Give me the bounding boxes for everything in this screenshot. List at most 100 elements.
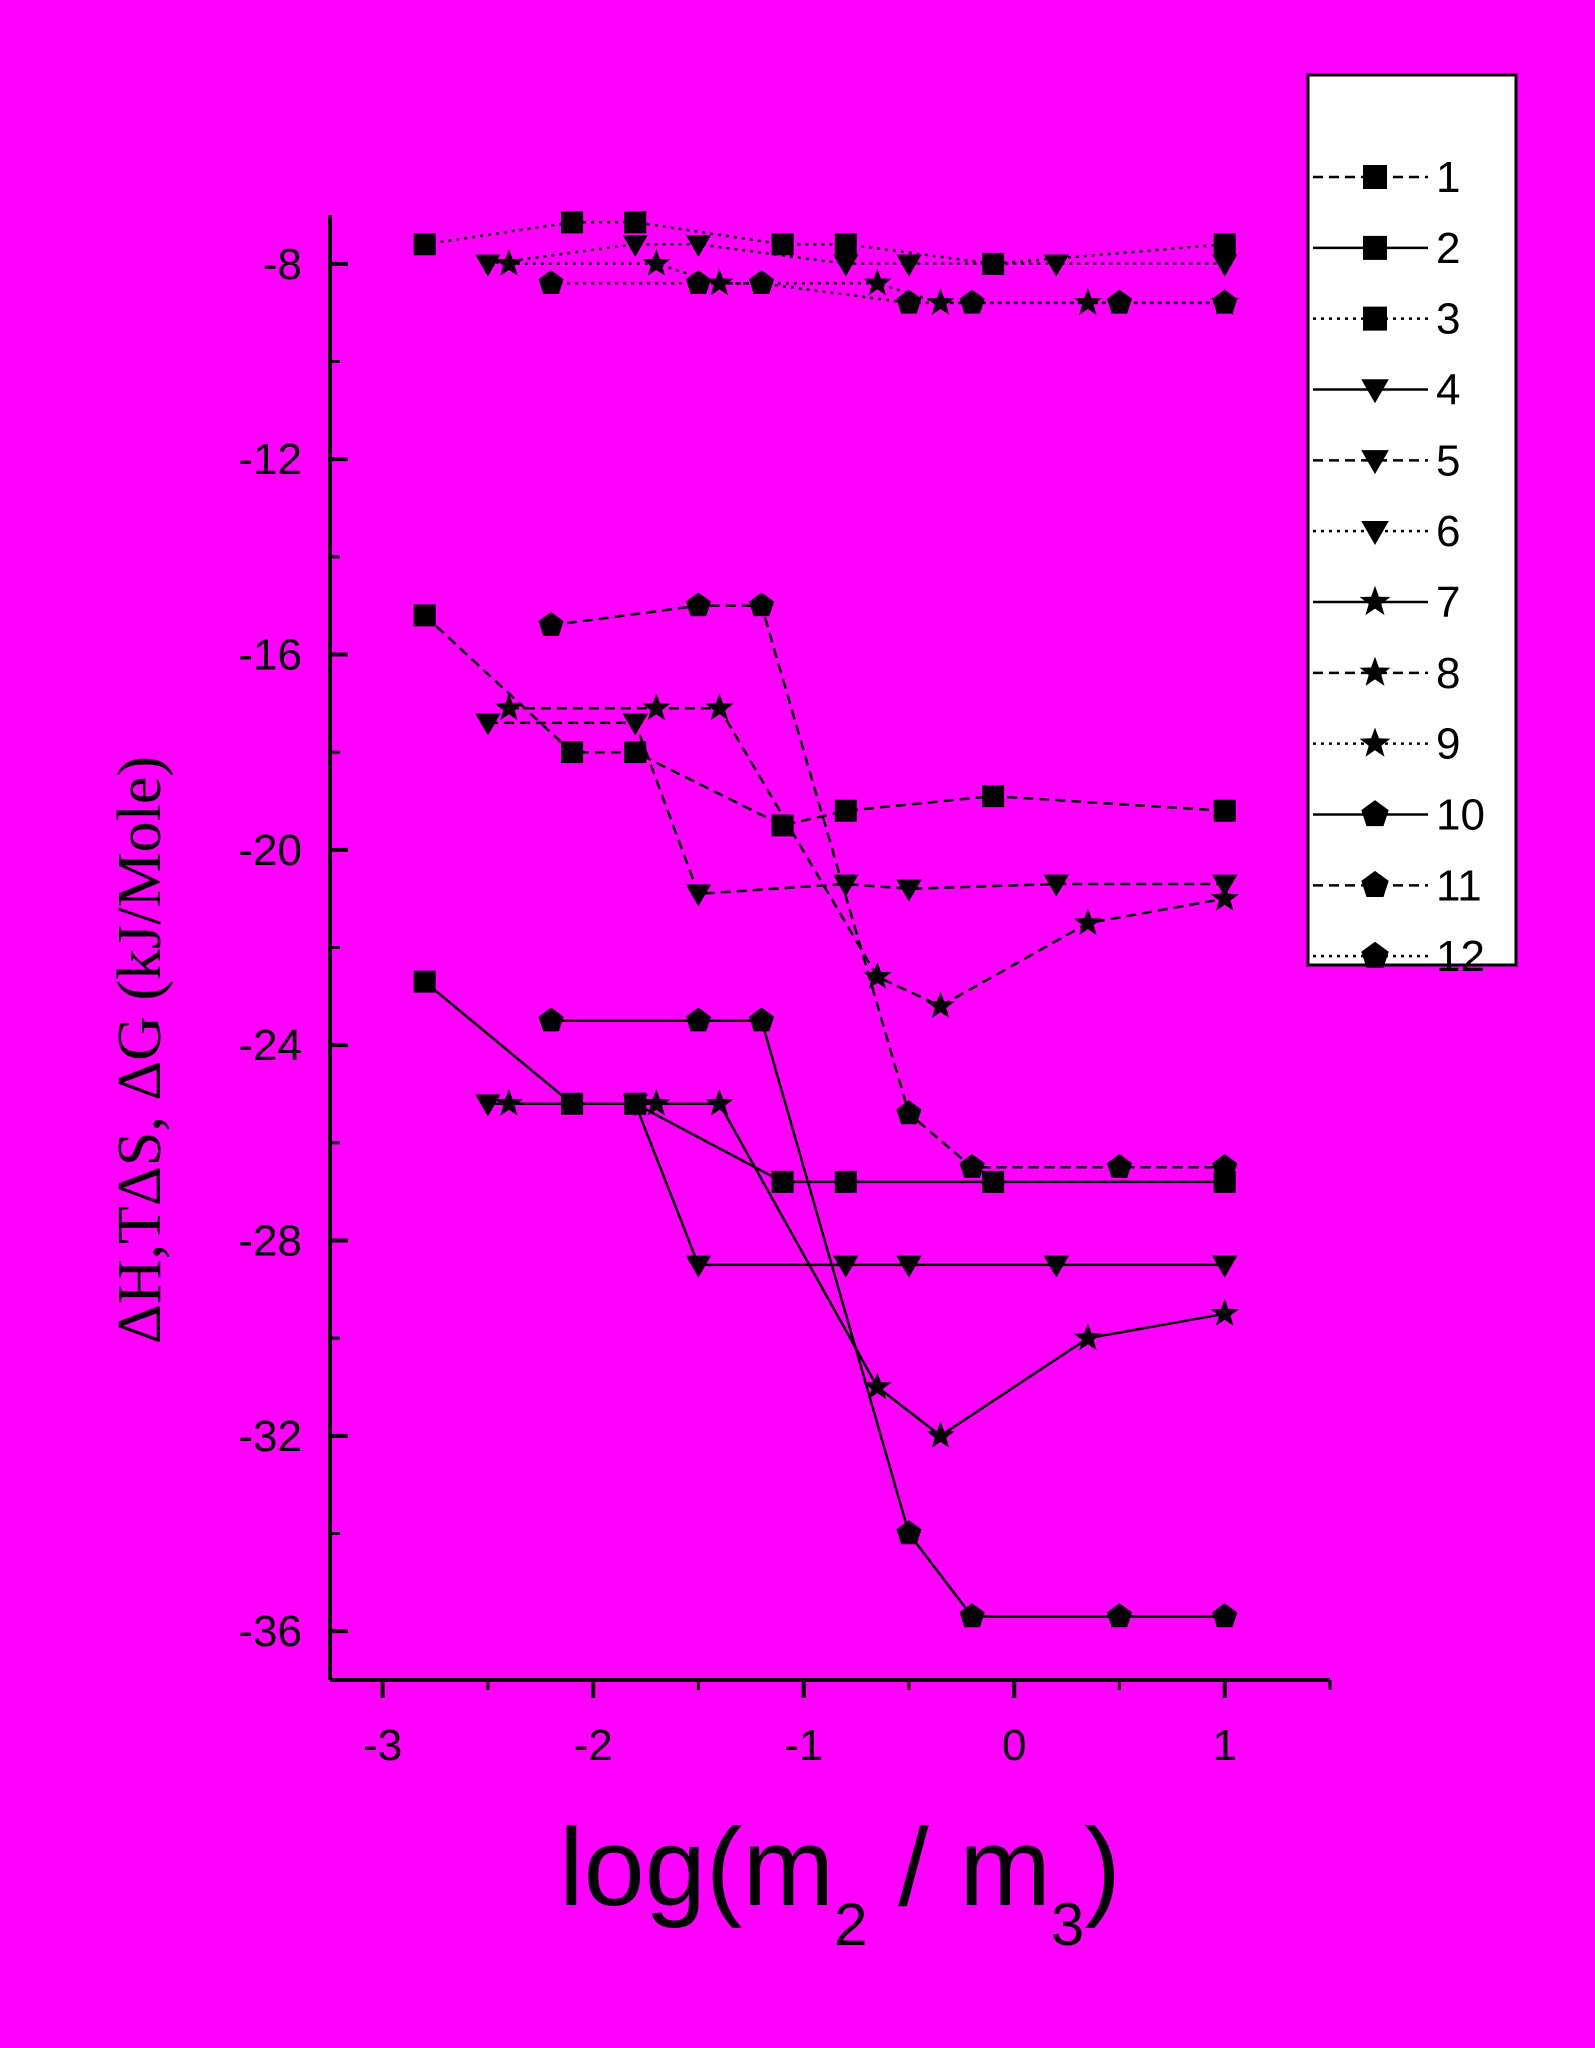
data-point bbox=[834, 1170, 857, 1193]
data-point bbox=[896, 1520, 922, 1545]
legend-marker bbox=[1359, 656, 1391, 686]
legend-marker bbox=[1361, 520, 1389, 545]
legend-label: 11 bbox=[1436, 861, 1482, 910]
y-tick-label: -32 bbox=[238, 1412, 302, 1461]
y-tick-label: -36 bbox=[238, 1607, 302, 1656]
x-axis-label-mid: / m bbox=[868, 1806, 1051, 1929]
data-point bbox=[685, 234, 712, 257]
data-point bbox=[896, 879, 922, 902]
data-point bbox=[926, 991, 955, 1019]
legend-marker bbox=[1361, 800, 1389, 827]
legend-marker bbox=[1359, 585, 1391, 616]
legend-item-6: 6 bbox=[1313, 507, 1460, 556]
x-axis-label-sub1: 2 bbox=[834, 1891, 867, 1958]
data-point bbox=[749, 592, 775, 617]
data-point bbox=[1210, 1298, 1239, 1326]
data-point bbox=[413, 233, 436, 256]
legend-label: 9 bbox=[1436, 720, 1460, 769]
data-point bbox=[642, 1088, 671, 1116]
legend-marker bbox=[1361, 450, 1389, 475]
data-point bbox=[475, 713, 501, 736]
data-point bbox=[959, 289, 985, 314]
y-tick-label: -16 bbox=[238, 631, 302, 680]
data-point bbox=[624, 211, 647, 234]
data-point bbox=[475, 254, 501, 277]
legend-marker bbox=[1363, 165, 1387, 189]
data-point bbox=[685, 270, 711, 294]
y-tick-label: -24 bbox=[238, 1021, 302, 1070]
legend-item-3: 3 bbox=[1313, 295, 1460, 344]
legend-item-7: 7 bbox=[1313, 578, 1460, 627]
series-10 bbox=[538, 1007, 1238, 1628]
legend-item-9: 9 bbox=[1313, 720, 1460, 769]
x-axis-label-sub2: 3 bbox=[1051, 1891, 1084, 1958]
data-point bbox=[622, 234, 648, 257]
data-point bbox=[833, 1255, 859, 1278]
data-point bbox=[1073, 288, 1102, 315]
data-point bbox=[494, 693, 524, 721]
data-point bbox=[1212, 289, 1238, 314]
x-axis-label-suffix: ) bbox=[1084, 1806, 1121, 1929]
data-point bbox=[1106, 1154, 1132, 1178]
legend-item-12: 12 bbox=[1313, 932, 1485, 981]
legend-label: 1 bbox=[1436, 153, 1460, 202]
x-axis-label: log(m2 / m3) bbox=[559, 1806, 1121, 1958]
legend-label: 5 bbox=[1436, 436, 1460, 485]
data-point bbox=[642, 693, 671, 721]
data-point bbox=[926, 288, 955, 315]
y-tick-label: -20 bbox=[238, 826, 302, 875]
data-point bbox=[834, 799, 857, 822]
data-point bbox=[1212, 1154, 1238, 1178]
legend-item-10: 10 bbox=[1313, 791, 1485, 840]
legend-item-1: 1 bbox=[1313, 153, 1460, 202]
legend-label: 3 bbox=[1436, 295, 1460, 344]
legend-box bbox=[1306, 73, 1518, 967]
x-axis-label-prefix: log(m bbox=[559, 1806, 834, 1929]
data-point bbox=[1043, 254, 1069, 277]
series-line bbox=[424, 221, 1225, 266]
x-tick-label: 1 bbox=[1212, 1721, 1236, 1770]
series-1 bbox=[413, 604, 1236, 837]
y-tick-label: -12 bbox=[238, 435, 302, 484]
data-point bbox=[538, 612, 564, 636]
legend-item-5: 5 bbox=[1313, 436, 1460, 485]
data-point bbox=[413, 604, 436, 627]
data-point bbox=[1212, 1603, 1238, 1628]
series-12 bbox=[538, 270, 1238, 314]
legend-item-4: 4 bbox=[1313, 366, 1460, 415]
series-layer bbox=[413, 211, 1239, 1628]
legend-label: 10 bbox=[1436, 791, 1485, 840]
data-point bbox=[982, 1170, 1005, 1193]
legend-marker bbox=[1361, 870, 1389, 897]
y-tick-label: -28 bbox=[238, 1217, 302, 1266]
data-point bbox=[833, 254, 859, 277]
data-point bbox=[1043, 1255, 1069, 1278]
data-point bbox=[896, 254, 922, 277]
data-point bbox=[494, 1088, 524, 1116]
legend-item-11: 11 bbox=[1313, 861, 1482, 910]
data-point bbox=[771, 814, 794, 837]
data-point bbox=[622, 713, 648, 736]
data-point bbox=[705, 268, 734, 296]
data-point bbox=[771, 233, 794, 256]
legend-marker bbox=[1361, 941, 1389, 968]
data-point bbox=[1212, 254, 1238, 277]
data-point bbox=[982, 785, 1005, 808]
data-point bbox=[896, 1255, 922, 1278]
data-point bbox=[494, 249, 524, 276]
data-point bbox=[561, 741, 584, 764]
series-11 bbox=[538, 592, 1238, 1178]
data-point bbox=[622, 1094, 648, 1117]
series-line bbox=[423, 614, 1225, 827]
legend-label: 6 bbox=[1436, 507, 1460, 556]
data-point bbox=[685, 1255, 712, 1278]
data-point bbox=[705, 1088, 734, 1116]
legend-label: 12 bbox=[1436, 932, 1485, 981]
x-tick-label: 0 bbox=[1002, 1721, 1026, 1770]
axes: -8 -12 -16 -20 -24 -28 -32 -36 -3 -2 -1 0 1 bbox=[238, 215, 1332, 1770]
data-point bbox=[749, 270, 775, 294]
data-point bbox=[705, 693, 734, 721]
data-point bbox=[1210, 883, 1239, 911]
